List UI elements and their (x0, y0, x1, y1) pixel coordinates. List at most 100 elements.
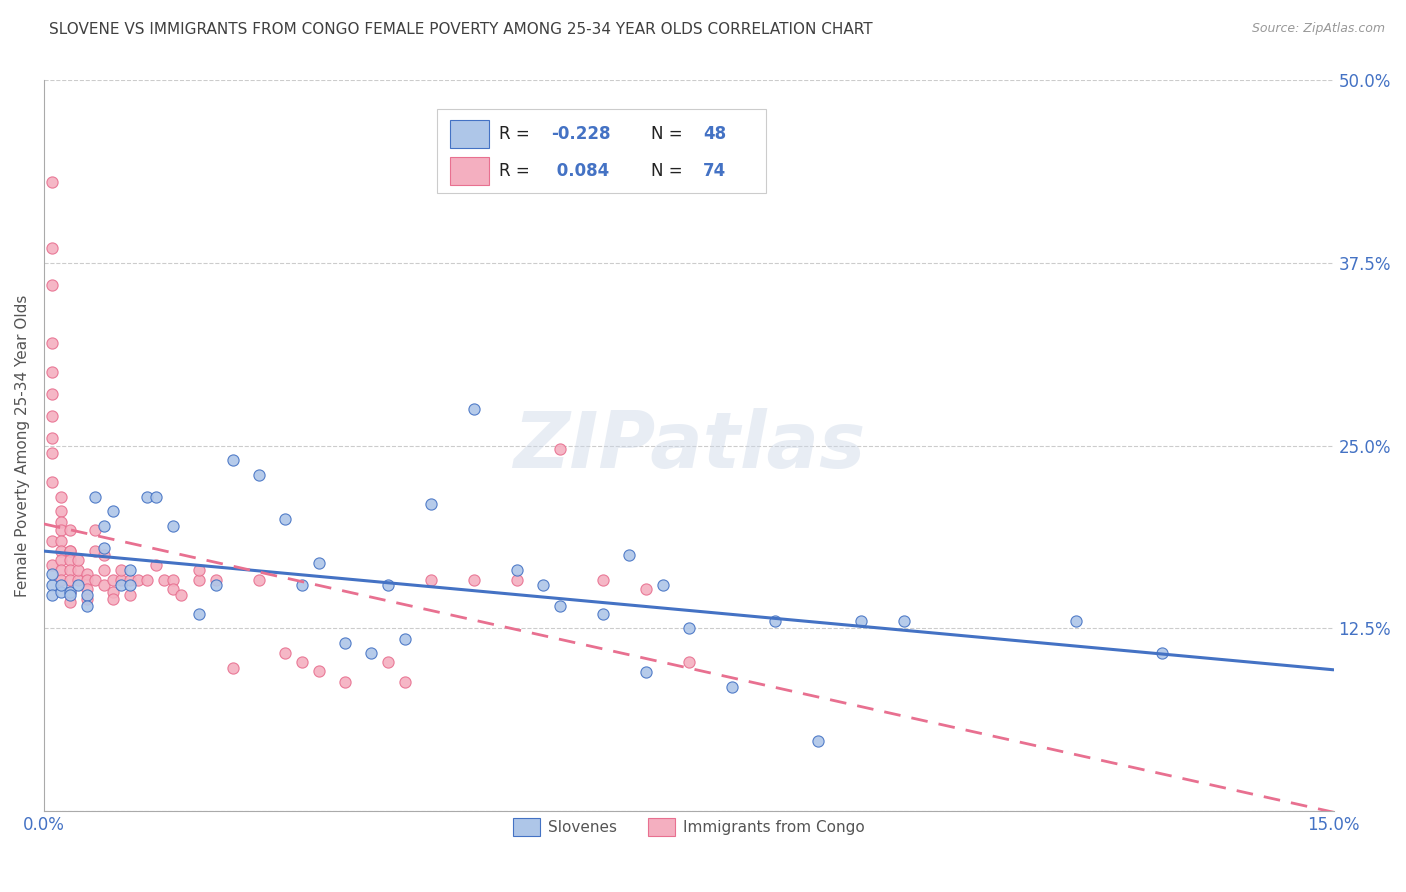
Point (41, 387, 63, 401)
Point (93, 563, 115, 577)
Point (84, 573, 107, 587)
Point (273, 512, 295, 526)
Point (419, 497, 441, 511)
Point (59, 544, 82, 558)
Point (247, 573, 270, 587)
Point (893, 614, 915, 628)
Point (93, 541, 115, 555)
Point (59, 584, 82, 599)
Point (41, 475, 63, 490)
Point (110, 563, 132, 577)
Point (651, 577, 673, 591)
Point (49, 552, 72, 566)
Point (101, 584, 124, 599)
Point (763, 614, 786, 628)
Point (678, 621, 700, 635)
Point (333, 636, 356, 650)
Point (634, 582, 657, 596)
Point (59, 584, 82, 599)
Text: 48: 48 (703, 125, 725, 143)
Point (136, 490, 159, 504)
Point (59, 544, 82, 558)
Point (41, 277, 63, 292)
Point (377, 655, 399, 669)
Point (41, 241, 63, 255)
Point (49, 504, 72, 518)
Point (67, 552, 90, 566)
Point (49, 573, 72, 587)
Point (76, 573, 98, 587)
Point (118, 577, 141, 591)
Point (84, 544, 107, 558)
Point (222, 661, 245, 675)
Point (76, 588, 98, 602)
Point (41, 558, 63, 573)
Point (41, 588, 63, 602)
Point (463, 573, 485, 587)
Point (41, 336, 63, 351)
Point (720, 680, 742, 694)
Point (222, 453, 245, 467)
Text: 0.084: 0.084 (551, 161, 609, 179)
Point (49, 577, 72, 591)
Point (170, 588, 193, 602)
Point (76, 567, 98, 582)
Point (49, 544, 72, 558)
Point (1064, 614, 1087, 628)
Point (162, 519, 184, 533)
Point (59, 595, 82, 609)
Point (41, 567, 63, 582)
Text: SLOVENE VS IMMIGRANTS FROM CONGO FEMALE POVERTY AMONG 25-34 YEAR OLDS CORRELATIO: SLOVENE VS IMMIGRANTS FROM CONGO FEMALE … (49, 22, 873, 37)
Point (49, 524, 72, 538)
Point (84, 524, 107, 538)
Point (41, 446, 63, 460)
Point (531, 577, 554, 591)
Text: 74: 74 (703, 161, 725, 179)
Text: R =: R = (499, 161, 536, 179)
Point (548, 599, 571, 614)
Point (506, 563, 529, 577)
Point (273, 646, 295, 660)
Point (110, 577, 132, 591)
Point (41, 577, 63, 591)
Point (360, 646, 382, 660)
Point (205, 577, 228, 591)
Text: N =: N = (651, 125, 688, 143)
Point (101, 592, 124, 607)
Point (101, 504, 124, 518)
Point (76, 582, 98, 596)
Point (377, 577, 399, 591)
Text: ZIPatlas: ZIPatlas (513, 408, 865, 483)
Point (308, 556, 330, 570)
Point (59, 524, 82, 538)
Point (807, 734, 830, 748)
Point (187, 563, 209, 577)
Point (127, 573, 149, 587)
Point (205, 573, 228, 587)
Point (41, 175, 63, 189)
Point (49, 563, 72, 577)
Point (678, 655, 700, 669)
Point (118, 563, 141, 577)
Point (41, 366, 63, 380)
Text: R =: R = (499, 125, 536, 143)
Text: Source: ZipAtlas.com: Source: ZipAtlas.com (1251, 22, 1385, 36)
Point (291, 655, 314, 669)
Point (308, 664, 330, 678)
Point (49, 515, 72, 529)
Point (506, 573, 529, 587)
Point (187, 607, 209, 621)
FancyBboxPatch shape (450, 157, 489, 185)
Point (59, 563, 82, 577)
Point (548, 442, 571, 456)
Point (419, 573, 441, 587)
Point (247, 467, 270, 482)
Point (67, 577, 90, 591)
Text: -0.228: -0.228 (551, 125, 610, 143)
Point (76, 599, 98, 614)
Point (101, 573, 124, 587)
Point (93, 548, 115, 562)
Legend: Slovenes, Immigrants from Congo: Slovenes, Immigrants from Congo (505, 811, 872, 844)
Point (145, 490, 167, 504)
Point (59, 588, 82, 602)
